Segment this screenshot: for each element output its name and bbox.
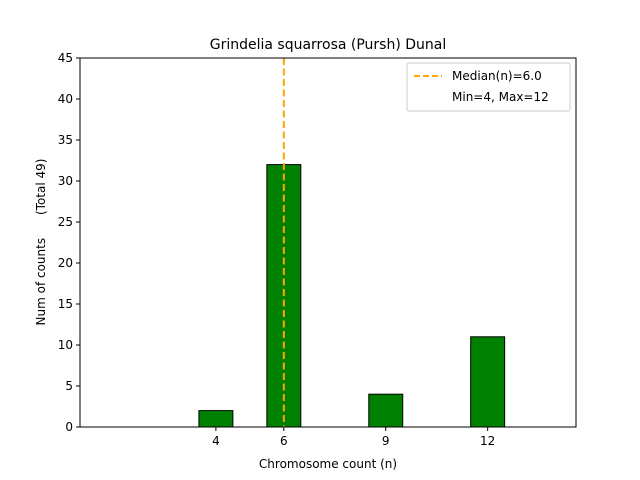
y-tick-label: 10 xyxy=(58,338,73,352)
x-tick-label: 4 xyxy=(212,434,220,448)
x-axis-label: Chromosome count (n) xyxy=(259,457,397,471)
x-axis-ticks: 4 6 9 12 xyxy=(212,427,495,448)
x-tick-label: 9 xyxy=(382,434,390,448)
chart-title: Grindelia squarrosa (Pursh) Dunal xyxy=(210,37,447,53)
y-tick-label: 25 xyxy=(58,215,73,229)
y-tick-label: 45 xyxy=(58,51,73,65)
y-tick-label: 15 xyxy=(58,297,73,311)
legend-box xyxy=(406,62,571,112)
y-tick-label: 5 xyxy=(65,379,73,393)
x-tick-label: 12 xyxy=(480,434,495,448)
y-tick-label: 30 xyxy=(58,174,73,188)
y-axis-label: Num of counts (Total 49) xyxy=(34,159,48,326)
legend: Median(n)=6.0 Min=4, Max=12 xyxy=(406,62,571,112)
bar xyxy=(368,393,404,428)
legend-entry-minmax: Min=4, Max=12 xyxy=(452,90,549,104)
y-tick-label: 40 xyxy=(58,92,73,106)
y-axis-ticks: 0 5 10 15 20 25 30 35 40 45 xyxy=(58,51,80,434)
bars xyxy=(198,164,506,428)
legend-entry-median: Median(n)=6.0 xyxy=(452,69,542,83)
bar xyxy=(470,336,506,428)
y-tick-label: 20 xyxy=(58,256,73,270)
x-tick-label: 6 xyxy=(280,434,288,448)
bar xyxy=(198,410,234,428)
y-tick-label: 0 xyxy=(65,420,73,434)
y-tick-label: 35 xyxy=(58,133,73,147)
plot-frame xyxy=(79,57,577,428)
